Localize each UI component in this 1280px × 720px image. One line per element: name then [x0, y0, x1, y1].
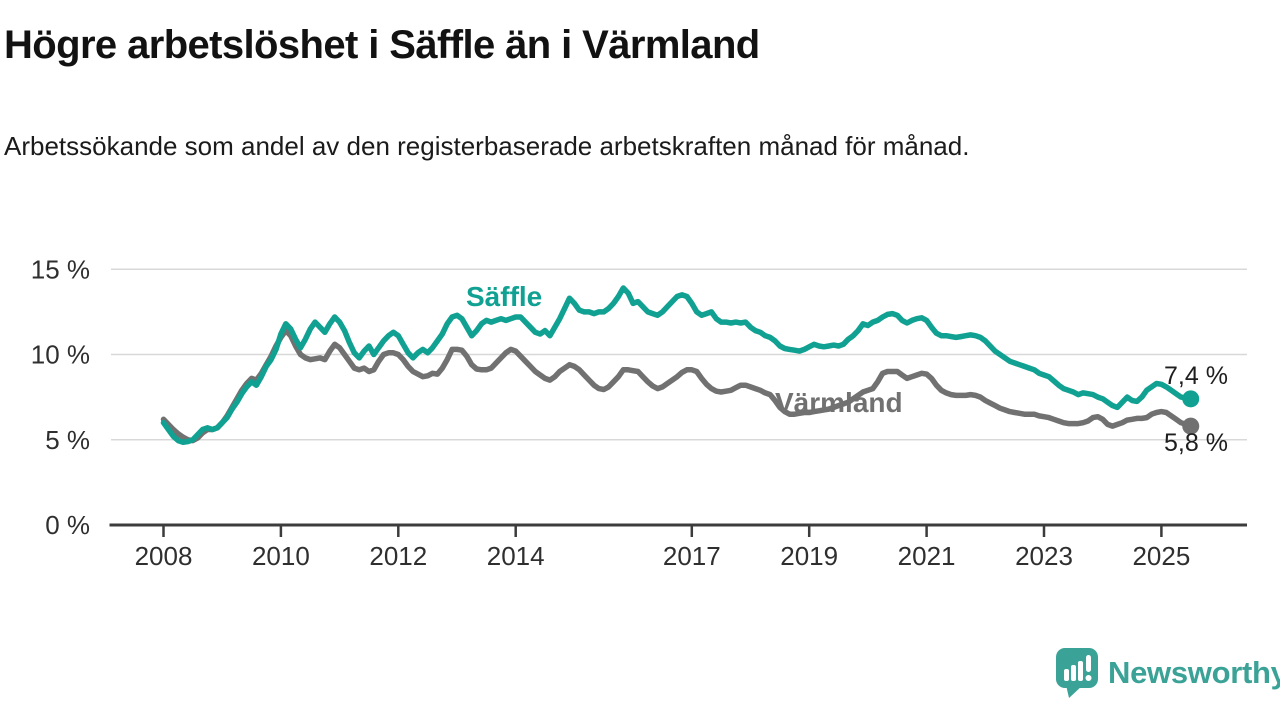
svg-text:2008: 2008 [135, 541, 193, 571]
svg-text:2010: 2010 [252, 541, 310, 571]
svg-text:15 %: 15 % [31, 254, 90, 284]
newsworthy-logo-icon [1056, 648, 1098, 698]
brand-footer: Newsworthy [1056, 648, 1280, 698]
svg-text:0 %: 0 % [45, 510, 90, 540]
brand-wordmark: Newsworthy [1108, 655, 1280, 690]
svg-text:2025: 2025 [1132, 541, 1190, 571]
y-axis-labels: 0 % 5 % 10 % 15 % [31, 254, 90, 540]
svg-text:2012: 2012 [369, 541, 427, 571]
chart-header: Högre arbetslöshet i Säffle än i Värmlan… [4, 22, 1224, 68]
page-title: Högre arbetslöshet i Säffle än i Värmlan… [4, 23, 760, 67]
svg-text:2014: 2014 [487, 541, 545, 571]
svg-text:2021: 2021 [898, 541, 956, 571]
end-value-varmland: 5,8 % [1164, 429, 1228, 457]
end-value-saffle: 7,4 % [1164, 362, 1228, 390]
series-label-varmland: Värmland [775, 387, 903, 418]
svg-text:2019: 2019 [780, 541, 838, 571]
chart-subtitle: Arbetssökande som andel av den registerb… [4, 131, 970, 161]
svg-text:2017: 2017 [663, 541, 721, 571]
data-lines [160, 285, 1200, 446]
x-axis: 2008 2010 2012 2014 2017 2019 2021 2023 2025 [109, 523, 1247, 571]
svg-text:5 %: 5 % [45, 425, 90, 455]
series-label-saffle: Säffle [466, 281, 543, 312]
svg-text:10 %: 10 % [31, 340, 90, 370]
svg-text:2023: 2023 [1015, 541, 1073, 571]
